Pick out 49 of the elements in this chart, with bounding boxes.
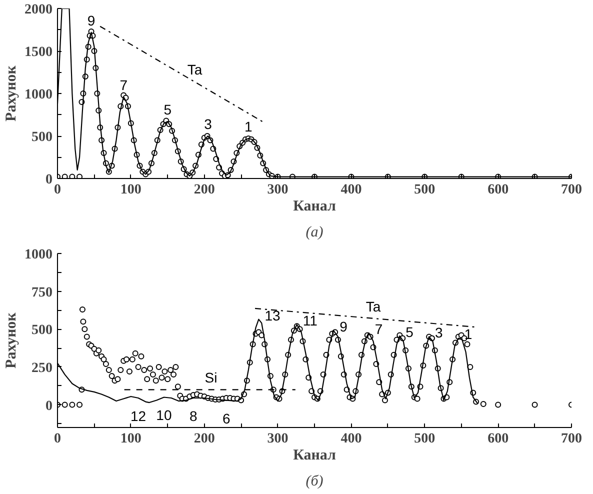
x-tick-label: 600: [488, 182, 509, 198]
annotation: 12: [130, 408, 146, 424]
y-tick-label: 500: [32, 323, 52, 338]
annotation: 5: [406, 324, 414, 340]
annotation: 1: [464, 326, 472, 342]
y-tick-label: 250: [32, 360, 52, 376]
annotation: 13: [264, 307, 280, 324]
y-tick-label: 2000: [24, 2, 52, 18]
y-tick-label: 0: [46, 398, 52, 414]
y-tick-label: 1000: [24, 88, 52, 102]
annotation: 5: [164, 102, 172, 118]
annotation: Ta: [366, 298, 381, 314]
y-axis-title: Рахунок: [4, 312, 20, 368]
annotation: 3: [204, 116, 212, 132]
text: (б): [306, 474, 324, 490]
x-tick-label: 100: [120, 182, 142, 198]
x-tick-label: 500: [414, 182, 436, 198]
x-tick-label: 300: [267, 182, 288, 198]
annotation: 1: [244, 118, 253, 135]
annotation: 8: [189, 408, 198, 424]
y-axis-title: Рахунок: [4, 65, 20, 122]
annotation: 9: [340, 318, 348, 335]
y-tick-label: 1000: [24, 248, 52, 262]
x-axis-title: Канал: [293, 448, 337, 464]
annotation: 11: [302, 312, 318, 329]
x-tick-label: 700: [561, 182, 582, 198]
y-tick-label: 1500: [24, 45, 52, 60]
y-tick-label: 750: [32, 285, 52, 300]
annotation: Si: [204, 370, 218, 386]
annotation: 3: [435, 324, 444, 341]
x-tick-label: 400: [340, 432, 362, 446]
x-tick-label: 300: [267, 432, 288, 446]
y-tick-label: 500: [32, 130, 52, 145]
annotation: 7: [120, 76, 128, 93]
annotation: Ta: [187, 62, 202, 78]
x-axis-title: Канал: [293, 198, 337, 214]
annotation: 10: [156, 407, 172, 424]
x-tick-label: 200: [194, 182, 215, 198]
x-tick-label: 400: [340, 182, 362, 198]
x-tick-label: 100: [120, 432, 142, 446]
y-tick-label: 0: [46, 172, 52, 188]
text: (а): [306, 224, 324, 240]
x-tick-label: 200: [194, 432, 215, 446]
annotation: 9: [87, 12, 96, 28]
annotation: 6: [222, 410, 230, 426]
x-tick-label: 500: [414, 432, 436, 446]
x-tick-label: 600: [488, 432, 509, 446]
x-tick-label: 700: [561, 432, 582, 446]
annotation: 7: [374, 320, 383, 337]
